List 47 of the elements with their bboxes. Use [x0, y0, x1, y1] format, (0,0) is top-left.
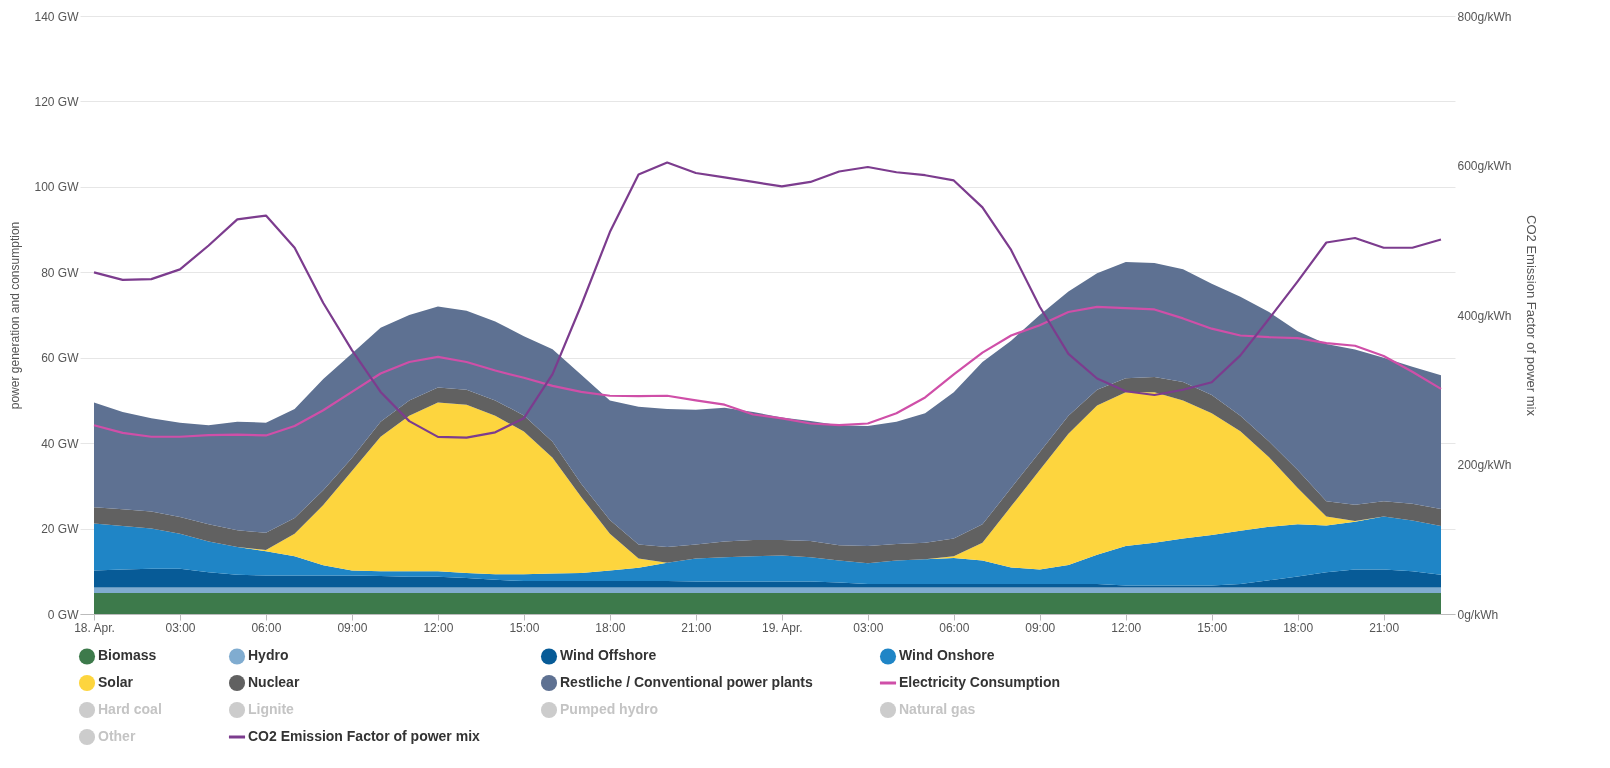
y-tick-label: 120 GW — [34, 94, 80, 109]
y-tick-label: 140 GW — [34, 9, 80, 24]
x-tick-label: 09:00 — [337, 620, 368, 635]
y-tick-label: 20 GW — [41, 522, 80, 537]
x-tick-label: 06:00 — [939, 620, 970, 635]
legend-label: Natural gas — [899, 701, 976, 717]
legend-label: Nuclear — [248, 674, 300, 690]
y2-tick-label: 0g/kWh — [1457, 607, 1499, 622]
y-axis-title: power generation and consumption — [8, 221, 23, 410]
legend-label: Hard coal — [98, 701, 162, 717]
y-tick-label: 0 GW — [47, 607, 80, 622]
legend-label: Pumped hydro — [560, 701, 659, 717]
line-series — [92, 305, 1443, 438]
line-series — [92, 161, 1443, 439]
x-tick-label: 15:00 — [509, 620, 540, 635]
x-tick-label: 12:00 — [423, 620, 454, 635]
y2-tick-label: 400g/kWh — [1457, 308, 1512, 323]
x-tick-label: 15:00 — [1197, 620, 1228, 635]
y-tick-label: 80 GW — [41, 265, 80, 280]
legend-label: Solar — [98, 674, 134, 690]
y2-tick-label: 800g/kWh — [1457, 9, 1512, 24]
x-tick-label: 18:00 — [595, 620, 626, 635]
y2-axis-title: CO2 Emission Factor of power mix — [1523, 215, 1539, 417]
x-tick-label: 21:00 — [1369, 620, 1400, 635]
legend-label: Restliche / Conventional power plants — [560, 674, 814, 690]
legend-label: Wind Onshore — [899, 647, 995, 664]
legend-label: Biomass — [98, 647, 157, 664]
x-tick-label: 19. Apr. — [761, 620, 803, 635]
legend-label: Hydro — [248, 647, 289, 664]
legend-label: Electricity Consumption — [899, 674, 1061, 690]
x-tick-label: 06:00 — [251, 620, 282, 635]
y2-tick-label: 200g/kWh — [1457, 458, 1512, 472]
y2-tick-label: 600g/kWh — [1457, 159, 1512, 173]
legend-label: Other — [98, 728, 136, 744]
x-tick-label: 18:00 — [1283, 620, 1314, 635]
y-tick-label: 40 GW — [41, 436, 80, 451]
legend-label: CO2 Emission Factor of power mix — [248, 728, 481, 744]
legend-label: Lignite — [248, 701, 295, 717]
x-tick-label: 09:00 — [1025, 620, 1056, 635]
y-tick-label: 100 GW — [34, 180, 80, 195]
x-tick-label: 18. Apr. — [74, 620, 115, 635]
x-tick-label: 03:00 — [165, 620, 196, 635]
x-tick-label: 12:00 — [1111, 620, 1142, 635]
x-tick-label: 03:00 — [853, 620, 884, 635]
y-tick-label: 60 GW — [41, 351, 80, 366]
x-tick-label: 21:00 — [681, 620, 712, 635]
legend-label: Wind Offshore — [560, 647, 657, 664]
